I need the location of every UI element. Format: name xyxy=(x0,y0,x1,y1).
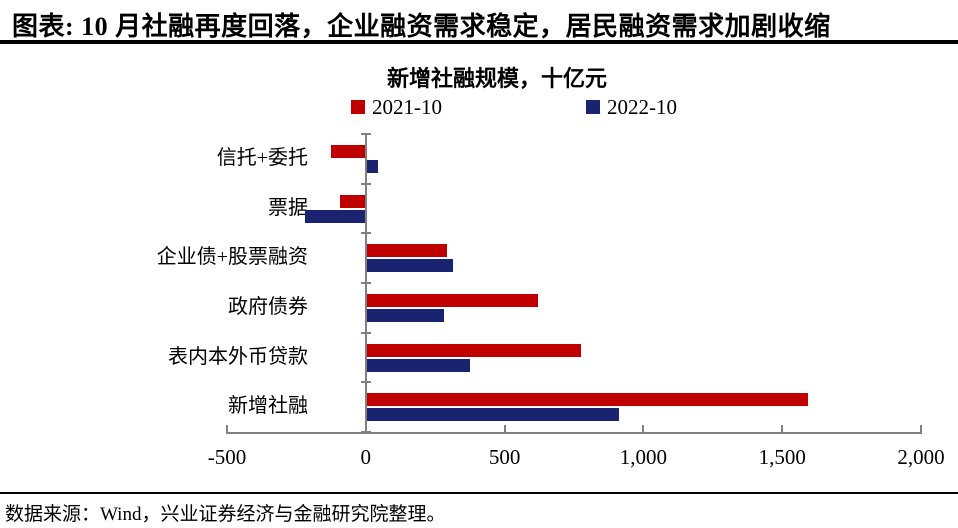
title-underline xyxy=(0,40,958,44)
category-tick xyxy=(360,232,371,235)
x-tick-label: 500 xyxy=(488,445,521,469)
y-axis-line xyxy=(364,134,367,434)
legend-swatch-2022-10 xyxy=(586,100,600,114)
x-tick-label: 0 xyxy=(360,445,372,469)
x-tick xyxy=(781,425,784,432)
bar-2021-10-cat1 xyxy=(340,194,365,208)
category-label: 票据 xyxy=(268,196,308,219)
x-tick-label: 1,000 xyxy=(619,445,668,469)
category-label: 企业债+股票融资 xyxy=(156,246,308,269)
figure-title: 图表: 10 月社融再度回落，企业融资需求稳定，居民融资需求加剧收缩 xyxy=(12,12,831,41)
chart-legend: 2021-10 2022-10 xyxy=(35,95,958,119)
x-tick-label: 1,500 xyxy=(758,445,806,469)
x-axis-line xyxy=(226,432,922,434)
footer-rule xyxy=(0,492,958,494)
category-label: 表内本外币贷款 xyxy=(168,345,308,368)
x-tick xyxy=(920,425,922,432)
category-tick xyxy=(360,133,371,135)
category-tick xyxy=(360,182,371,185)
bar-2021-10-cat4 xyxy=(366,343,582,357)
bar-2022-10-cat2 xyxy=(366,259,454,273)
bar-2021-10-cat2 xyxy=(366,244,447,258)
x-tick xyxy=(226,425,228,432)
bar-2021-10-cat3 xyxy=(366,294,539,307)
bar-2022-10-cat4 xyxy=(366,358,470,372)
x-tick xyxy=(364,425,367,432)
x-tick-label: 2,000 xyxy=(897,445,945,469)
legend-item-2021-10: 2021-10 xyxy=(351,95,442,119)
bar-2022-10-cat0 xyxy=(366,160,379,173)
x-tick xyxy=(642,425,645,432)
x-tick xyxy=(503,425,506,432)
category-tick xyxy=(360,381,371,384)
bar-2022-10-cat5 xyxy=(366,408,619,422)
category-tick xyxy=(360,331,371,334)
category-label: 信托+委托 xyxy=(216,147,308,169)
legend-label: 2022-10 xyxy=(607,95,677,119)
bar-2022-10-cat3 xyxy=(366,309,445,322)
category-label: 政府债券 xyxy=(228,296,308,318)
x-tick-label: -500 xyxy=(207,445,247,469)
category-label: 新增社融 xyxy=(228,395,308,418)
bar-2021-10-cat5 xyxy=(366,393,809,407)
legend-label: 2021-10 xyxy=(372,95,442,119)
legend-swatch-2021-10 xyxy=(351,100,365,114)
bar-2021-10-cat0 xyxy=(330,145,365,158)
data-source: 数据来源：Wind，兴业证券经济与金融研究院整理。 xyxy=(5,504,446,525)
category-tick xyxy=(360,282,371,284)
chart-title: 新增社融规模，十亿元 xyxy=(386,66,607,91)
legend-item-2022-10: 2022-10 xyxy=(586,95,677,119)
bar-2022-10-cat1 xyxy=(304,209,365,223)
